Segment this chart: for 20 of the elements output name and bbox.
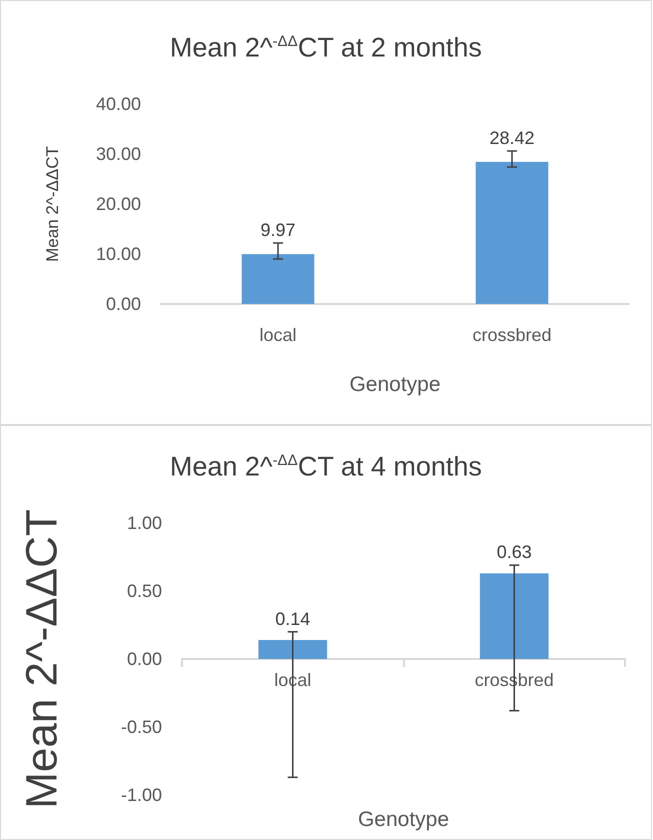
data-label: 0.63 [496,542,532,562]
y-tick-label: 10.00 [96,244,141,264]
y-tick-label: 0.50 [126,581,162,601]
y-axis-title: Mean 2^-ΔΔCT [18,509,66,809]
y-tick-label: 0.00 [106,294,141,314]
x-axis-title: Genotype [349,373,441,396]
y-tick-label: 30.00 [96,144,141,164]
x-axis-title: Genotype [358,808,450,831]
y-tick-label: 0.00 [126,649,162,669]
x-tick-label: crossbred [472,325,552,345]
data-label: 9.97 [260,220,296,240]
data-label: 28.42 [489,128,535,148]
y-tick-label: 40.00 [96,94,141,114]
data-label: 0.14 [275,608,310,629]
y-axis-title: Mean 2^-ΔΔCT [43,146,62,262]
y-tick-label: 20.00 [96,194,141,214]
y-tick-label: -1.00 [120,785,162,805]
x-tick-label: local [259,325,297,345]
y-tick-label: -0.50 [120,717,162,737]
y-tick-label: 1.00 [126,513,162,533]
